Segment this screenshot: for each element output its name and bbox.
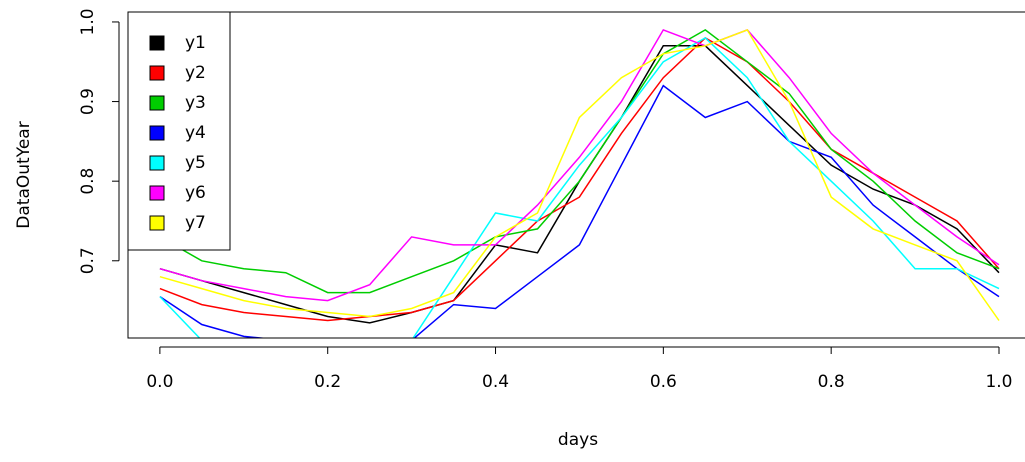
y-tick-label: 0.7 xyxy=(78,247,98,274)
x-axis-label: days xyxy=(558,430,598,450)
plot-frame xyxy=(127,11,1025,339)
legend-label: y1 xyxy=(185,33,206,53)
x-tick-label: 0.0 xyxy=(146,372,173,392)
legend-swatch xyxy=(149,155,165,171)
legend-label: y5 xyxy=(185,153,206,173)
series-line xyxy=(159,36,1000,338)
series-line xyxy=(159,45,1000,324)
legend-label: y3 xyxy=(185,93,206,113)
legend-swatch xyxy=(149,125,165,141)
y-tick-label: 0.8 xyxy=(78,168,98,195)
series-line xyxy=(159,36,1000,322)
y-tick-label: 0.9 xyxy=(78,88,98,115)
plot-lines xyxy=(159,28,1000,338)
x-tick-label: 0.2 xyxy=(314,372,341,392)
legend: y1 y2 y3 y4 y5 y6 y7 xyxy=(127,11,231,251)
legend-label: y4 xyxy=(185,123,206,143)
y-axis-label: DataOutYear xyxy=(14,121,34,228)
legend-box xyxy=(127,11,231,251)
x-tick-label: 0.6 xyxy=(650,372,677,392)
legend-swatch xyxy=(149,185,165,201)
legend-swatch xyxy=(149,35,165,51)
series-line xyxy=(159,28,1000,321)
legend-label: y7 xyxy=(185,213,206,233)
legend-label: y6 xyxy=(185,183,206,203)
x-tick-label: 0.8 xyxy=(818,372,845,392)
series-line xyxy=(159,84,1000,338)
series-line xyxy=(159,28,1000,302)
legend-swatch xyxy=(149,95,165,111)
legend-swatch xyxy=(149,65,165,81)
x-tick-label: 0.4 xyxy=(482,372,509,392)
y-tick-label: 1.0 xyxy=(78,8,98,35)
legend-label: y2 xyxy=(185,63,206,83)
series-line xyxy=(159,29,1000,294)
x-tick-label: 1.0 xyxy=(985,372,1012,392)
legend-swatch xyxy=(149,215,165,231)
